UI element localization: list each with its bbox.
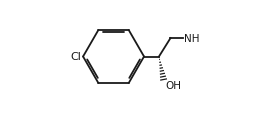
Text: OH: OH: [165, 80, 181, 90]
Text: NH: NH: [184, 33, 199, 43]
Text: Cl: Cl: [70, 52, 81, 62]
